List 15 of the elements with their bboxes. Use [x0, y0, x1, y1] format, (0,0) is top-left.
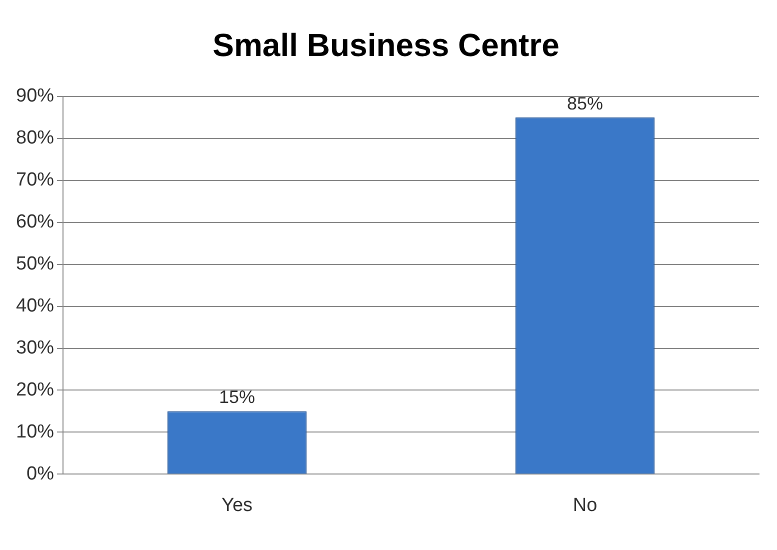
y-tick-label: 20%: [16, 379, 54, 400]
data-label: 85%: [566, 93, 604, 114]
y-tick-label: 70%: [16, 170, 54, 191]
y-tick-label: 40%: [16, 296, 54, 317]
y-tick-label: 10%: [16, 421, 54, 442]
y-tick-label: 60%: [16, 212, 54, 233]
data-label: 15%: [219, 387, 256, 408]
y-tick-label: 0%: [26, 463, 54, 484]
chart-title: Small Business Centre: [212, 27, 560, 64]
y-tick-label: 50%: [16, 254, 54, 275]
x-tick-label: No: [572, 494, 598, 516]
y-tick-label: 90%: [16, 86, 54, 107]
y-tick-label: 80%: [16, 128, 54, 149]
x-tick-label: Yes: [222, 494, 253, 516]
y-tick-label: 30%: [16, 338, 54, 358]
